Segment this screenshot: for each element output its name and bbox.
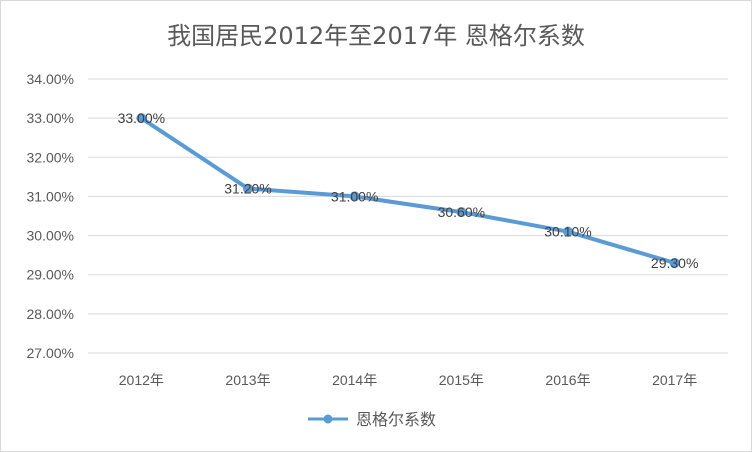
x-tick-label: 2017年 (652, 372, 697, 388)
series-engel (136, 113, 680, 268)
data-point (456, 207, 467, 218)
data-label: 33.00% (118, 110, 165, 126)
data-label: 30.60% (438, 204, 485, 220)
y-tick-label: 30.00% (27, 228, 74, 244)
legend-label: 恩格尔系数 (356, 410, 436, 429)
y-tick-label: 28.00% (27, 306, 74, 322)
data-point (136, 113, 147, 124)
data-point (349, 191, 360, 202)
legend-dot-marker (323, 414, 333, 424)
data-label: 31.20% (224, 181, 271, 197)
data-labels: 33.00% 31.20% 31.00% 30.60% 30.10% 29.30% (118, 110, 699, 271)
y-tick-label: 27.00% (27, 345, 74, 361)
x-tick-label: 2016年 (545, 372, 590, 388)
data-label: 30.10% (544, 224, 591, 240)
y-axis-ticks: 27.00% 28.00% 29.00% 30.00% 31.00% 32.00% 33.0… (27, 71, 74, 361)
x-tick-label: 2013年 (225, 372, 270, 388)
data-point (243, 183, 253, 194)
y-tick-label: 32.00% (27, 149, 74, 165)
x-tick-label: 2012年 (119, 372, 164, 388)
data-point (669, 257, 680, 268)
data-label: 29.30% (651, 255, 698, 271)
x-tick-label: 2015年 (439, 372, 484, 388)
data-label: 31.00% (331, 188, 378, 204)
legend: 恩格尔系数 (308, 410, 436, 429)
y-tick-label: 34.00% (27, 71, 74, 87)
y-tick-label: 31.00% (27, 188, 74, 204)
gridlines (88, 78, 728, 354)
x-axis-ticks: 2012年 2013年 2014年 2015年 2016年 2017年 (119, 372, 697, 388)
y-tick-label: 33.00% (27, 110, 74, 126)
chart-title: 我国居民2012年至2017年 恩格尔系数 (167, 22, 585, 50)
data-point (563, 226, 573, 237)
y-tick-label: 29.00% (27, 267, 74, 283)
series-line (139, 116, 677, 265)
x-tick-label: 2014年 (332, 372, 377, 388)
